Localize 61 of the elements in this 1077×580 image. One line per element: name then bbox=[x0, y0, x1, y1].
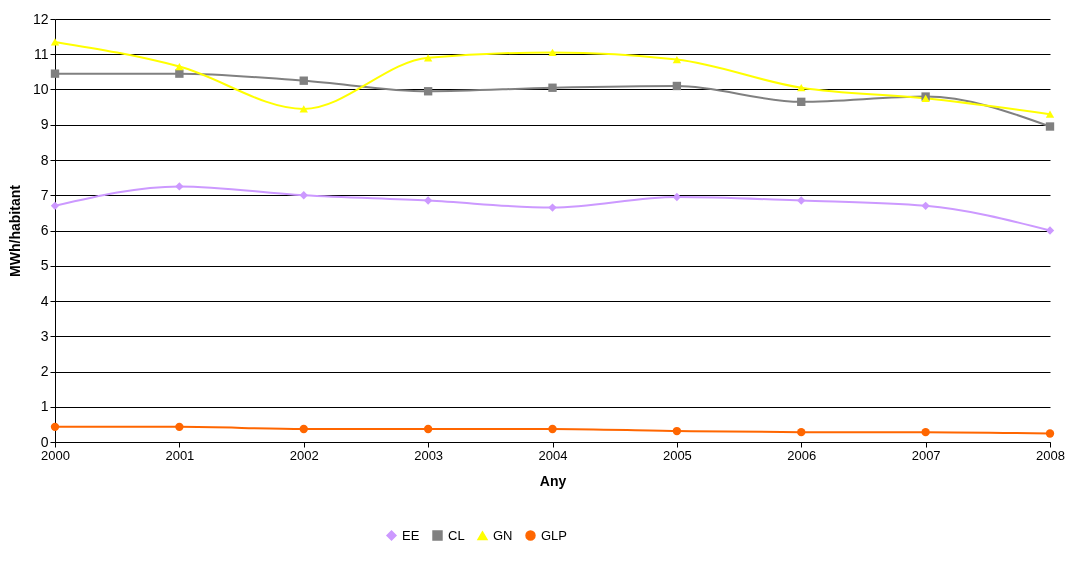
x-tick-label: 2000 bbox=[41, 447, 70, 463]
point bbox=[1045, 429, 1055, 438]
y-tick-label: 4 bbox=[40, 292, 49, 309]
legend-label: EE bbox=[402, 527, 420, 543]
y-tick-label: 1 bbox=[40, 398, 49, 415]
y-tick-label: 2 bbox=[40, 363, 49, 379]
y-tick-label: 12 bbox=[32, 10, 49, 27]
point bbox=[299, 76, 308, 85]
point bbox=[423, 424, 433, 434]
x-tick-label: 2004 bbox=[538, 447, 568, 463]
point bbox=[175, 62, 184, 71]
x-axis-title: Any bbox=[539, 472, 567, 489]
y-tick-label: 3 bbox=[40, 327, 49, 344]
y-tick-label: 6 bbox=[40, 222, 49, 238]
point bbox=[175, 69, 184, 78]
point bbox=[672, 55, 682, 64]
point bbox=[548, 48, 557, 57]
point bbox=[548, 424, 557, 434]
point bbox=[175, 422, 184, 432]
legend-label: CL bbox=[448, 527, 465, 543]
legend-label: GN bbox=[493, 527, 513, 543]
y-axis-title: MWh/habitant bbox=[6, 184, 23, 277]
point bbox=[921, 427, 930, 437]
point bbox=[50, 201, 60, 211]
y-tick-label: 9 bbox=[40, 116, 49, 133]
y-tick-label: 11 bbox=[33, 45, 49, 62]
point bbox=[921, 201, 930, 211]
point bbox=[797, 196, 806, 205]
point bbox=[1045, 122, 1055, 131]
point bbox=[797, 97, 806, 107]
point bbox=[50, 69, 60, 78]
point bbox=[672, 426, 682, 436]
y-tick-label: 7 bbox=[40, 186, 49, 203]
y-tick-label: 0 bbox=[40, 433, 49, 450]
x-tick-label: 2006 bbox=[787, 447, 817, 463]
point bbox=[672, 81, 682, 91]
y-tick-label: 8 bbox=[40, 151, 49, 168]
y-tick-label: 10 bbox=[32, 81, 49, 97]
point bbox=[1045, 226, 1055, 235]
point bbox=[548, 203, 557, 212]
point bbox=[423, 196, 433, 205]
x-tick-label: 2002 bbox=[289, 447, 319, 463]
point bbox=[175, 182, 184, 191]
point bbox=[548, 83, 557, 92]
legend-label: GLP bbox=[541, 527, 568, 543]
point bbox=[299, 105, 308, 113]
point bbox=[797, 427, 806, 437]
x-tick-label: 2005 bbox=[662, 447, 692, 463]
point bbox=[797, 84, 806, 92]
x-tick-label: 2003 bbox=[414, 447, 444, 463]
point bbox=[299, 424, 308, 434]
point bbox=[50, 422, 60, 432]
x-tick-label: 2008 bbox=[1036, 447, 1065, 463]
point bbox=[423, 54, 433, 62]
point bbox=[423, 87, 433, 96]
point bbox=[1045, 110, 1055, 118]
x-tick-label: 2001 bbox=[165, 447, 195, 463]
y-tick-label: 5 bbox=[40, 257, 49, 274]
point bbox=[299, 191, 308, 200]
x-tick-label: 2007 bbox=[911, 447, 941, 463]
point bbox=[50, 38, 60, 46]
